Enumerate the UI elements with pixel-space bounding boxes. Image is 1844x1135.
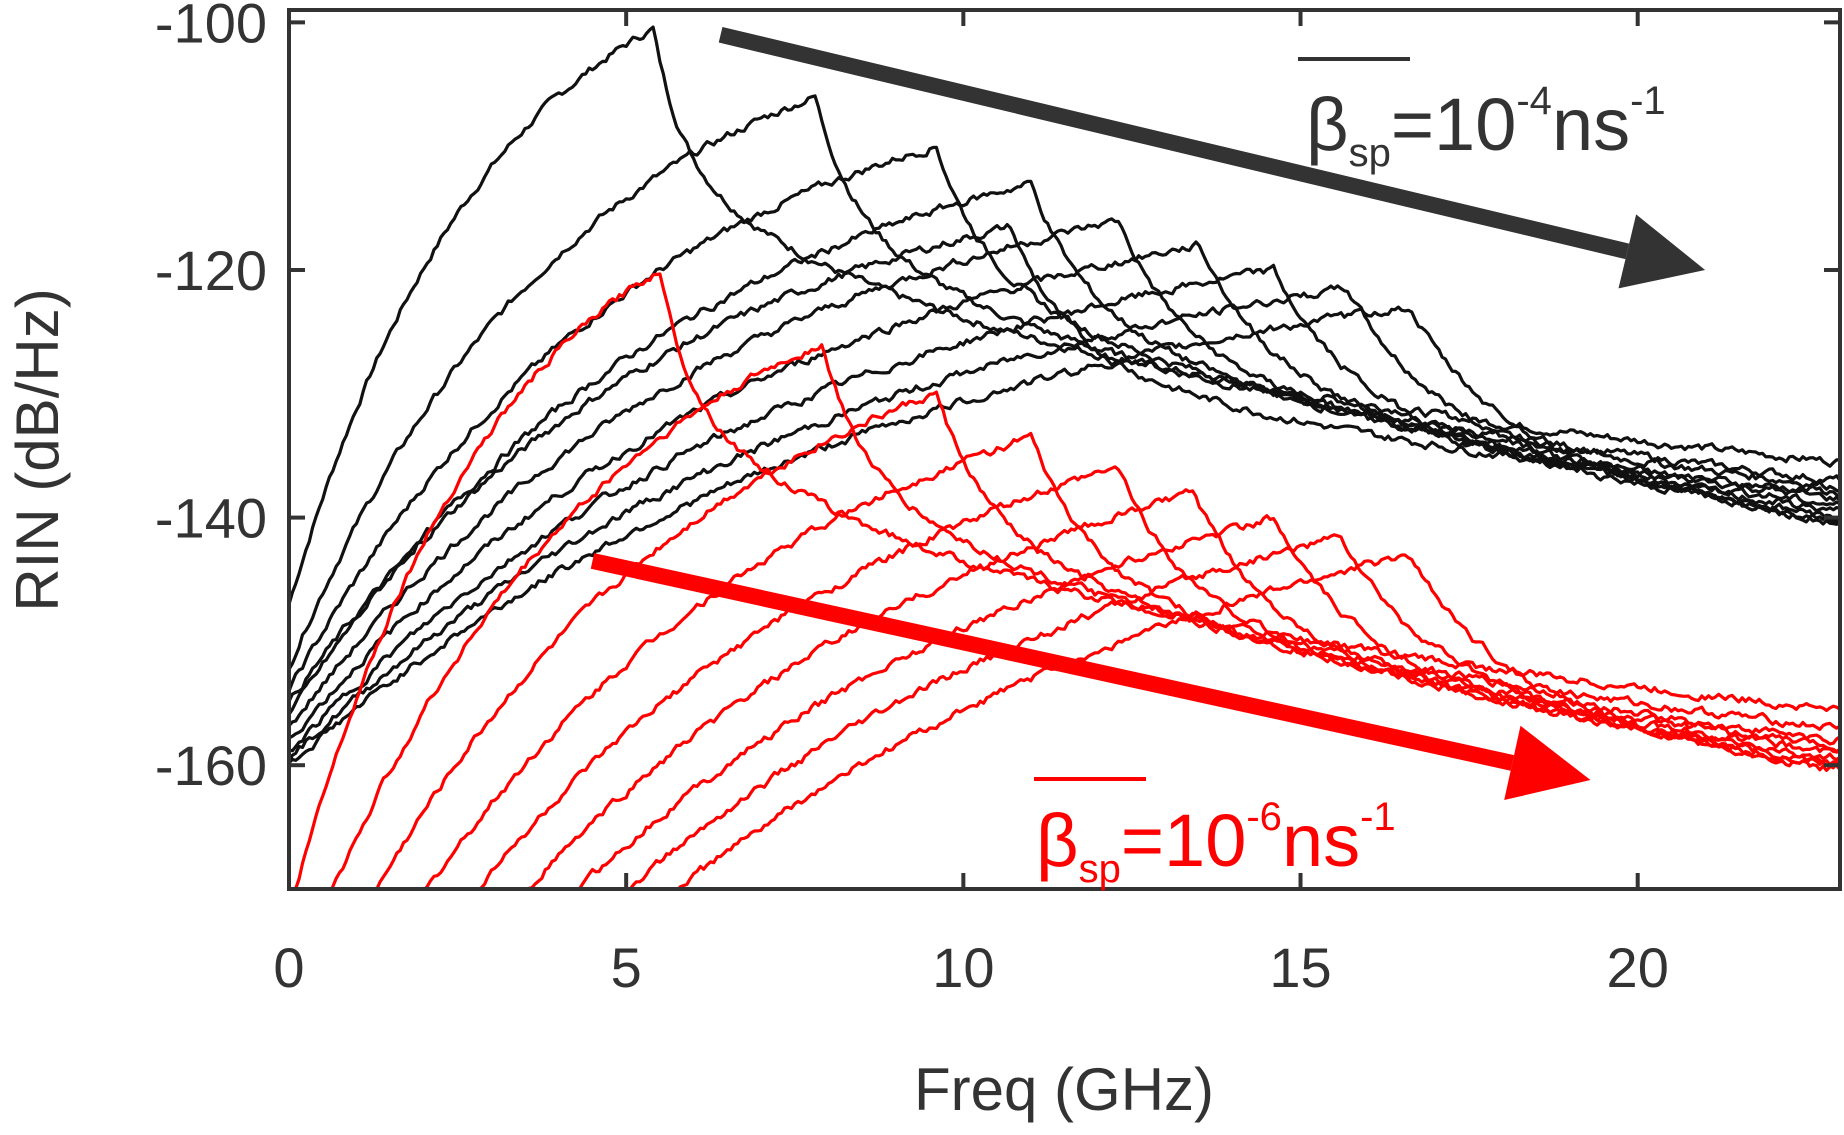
x-tick-label: 20 xyxy=(1607,936,1669,999)
axis-ticks: 0 5 10 15 20 -100 -120 -140 -160 xyxy=(155,0,1840,999)
x-tick-label: 15 xyxy=(1269,936,1331,999)
series-line-black-9 xyxy=(289,284,1840,764)
black-annotation-arrow-shaft xyxy=(718,26,1630,260)
x-tick-label: 5 xyxy=(611,936,642,999)
svg-text:βsp=10-6ns-1: βsp=10-6ns-1 xyxy=(1036,795,1396,891)
black-annotation-exp: -4 xyxy=(1516,79,1552,123)
red-annotation-arrow-head xyxy=(1504,725,1591,801)
red-annotation-base: =10 xyxy=(1121,799,1247,882)
black-annotation-arrow-head xyxy=(1618,214,1706,289)
arrow-layer xyxy=(590,26,1706,801)
series-line-red-1 xyxy=(293,272,1840,889)
black-annotation-label: βsp=10-4ns-1 xyxy=(1298,57,1666,175)
series-layer xyxy=(289,25,1840,889)
black-annotation-unit-exp: -1 xyxy=(1630,79,1666,123)
series-line-black-1 xyxy=(289,25,1840,605)
black-annotation-base: =10 xyxy=(1391,83,1517,166)
x-axis-label: Freq (GHz) xyxy=(914,1056,1214,1123)
red-annotation-exp: -6 xyxy=(1246,795,1282,839)
black-annotation-symbol: β xyxy=(1306,83,1349,166)
y-tick-label: -100 xyxy=(155,0,267,54)
red-annotation-label: βsp=10-6ns-1 xyxy=(1034,777,1396,891)
red-annotation-symbol: β xyxy=(1036,799,1079,882)
series-line-black-3 xyxy=(289,145,1840,692)
y-tick-label: -120 xyxy=(155,239,267,302)
svg-text:βsp=10-4ns-1: βsp=10-4ns-1 xyxy=(1306,79,1666,175)
x-tick-label: 10 xyxy=(932,936,994,999)
red-annotation-arrow-shaft xyxy=(590,553,1515,771)
y-axis-label: RIN (dB/Hz) xyxy=(4,288,71,611)
plot-frame xyxy=(287,8,1842,891)
series-line-black-2 xyxy=(289,94,1840,671)
black-annotation-sub: sp xyxy=(1349,131,1391,175)
series-line-black-10 xyxy=(289,305,1840,765)
series-line-black-8 xyxy=(289,263,1840,753)
y-tick-label: -140 xyxy=(155,487,267,550)
series-line-red-9 xyxy=(676,553,1840,889)
red-annotation-unit-exp: -1 xyxy=(1360,795,1396,839)
x-tick-label: 0 xyxy=(273,936,304,999)
black-annotation-unit: ns xyxy=(1552,83,1630,166)
series-line-red-3 xyxy=(375,390,1840,889)
series-line-red-2 xyxy=(330,343,1840,889)
y-tick-label: -160 xyxy=(155,734,267,797)
red-annotation-sub: sp xyxy=(1079,847,1121,891)
series-line-red-8 xyxy=(628,533,1840,889)
red-annotation-unit: ns xyxy=(1282,799,1360,882)
